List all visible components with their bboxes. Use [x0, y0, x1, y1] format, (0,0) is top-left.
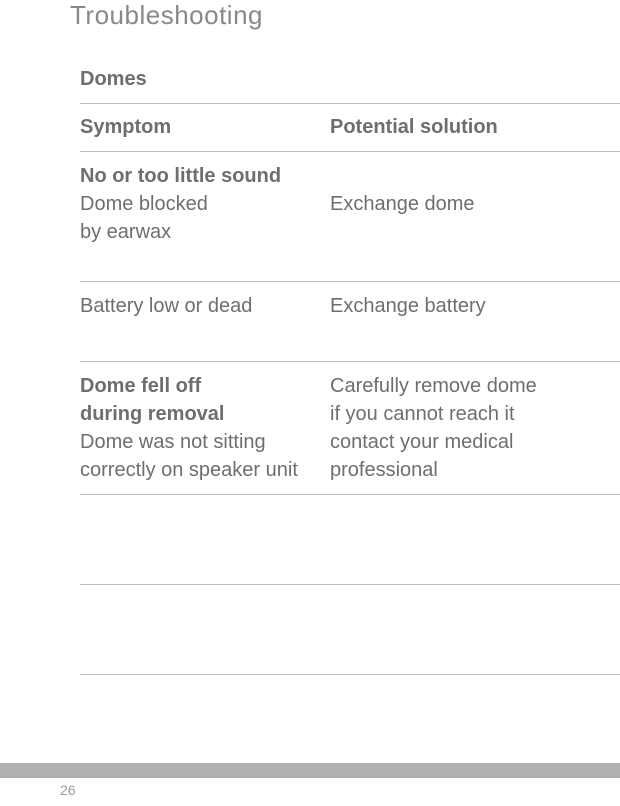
solution-text: Exchange dome — [330, 190, 620, 218]
solution-text: professional — [330, 456, 620, 484]
table-row-empty — [80, 585, 620, 675]
table-header-row: Symptom Potential solution — [80, 104, 620, 152]
spacer — [330, 162, 620, 190]
troubleshooting-table: Domes Symptom Potential solution No or t… — [80, 68, 620, 675]
symptom-text: by earwax — [80, 218, 330, 246]
symptom-text: Battery low or dead — [80, 292, 330, 320]
page-number: 26 — [60, 782, 76, 798]
symptom-heading: No or too little sound — [80, 162, 330, 190]
table-row: Battery low or dead Exchange battery — [80, 282, 620, 362]
solution-text: contact your medical — [330, 428, 620, 456]
symptom-text: Dome blocked — [80, 190, 330, 218]
symptom-text: correctly on speaker unit — [80, 456, 330, 484]
solution-text: if you cannot reach it — [330, 400, 620, 428]
section-header: Domes — [80, 68, 620, 104]
symptom-heading: during removal — [80, 400, 330, 428]
header-solution: Potential solution — [330, 116, 620, 139]
table-row-empty — [80, 495, 620, 585]
table-row: Dome fell off during removal Dome was no… — [80, 362, 620, 495]
symptom-heading: Dome fell off — [80, 372, 330, 400]
solution-text: Exchange battery — [330, 292, 620, 320]
solution-text: Carefully remove dome — [330, 372, 620, 400]
footer-bar — [0, 763, 620, 778]
header-symptom: Symptom — [80, 116, 330, 139]
table-row: No or too little sound Dome blocked by e… — [80, 152, 620, 282]
page-title: Troubleshooting — [70, 0, 263, 31]
symptom-text: Dome was not sitting — [80, 428, 330, 456]
